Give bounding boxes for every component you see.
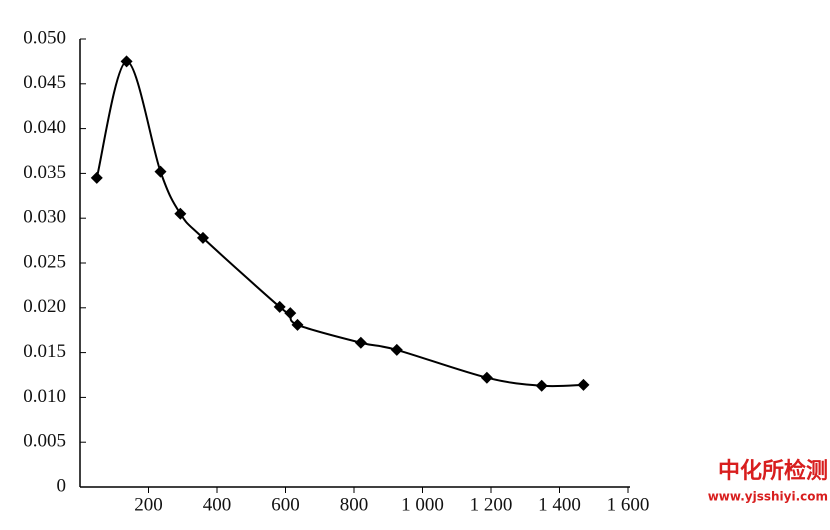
point (577, 378, 590, 391)
y-tick-label: 0.050 (23, 27, 66, 48)
watermark-url: www.yjsshiyi.com (708, 490, 828, 504)
y-tick-label: 0 (57, 475, 67, 496)
watermark: 中化所检测 (718, 458, 828, 484)
x-tick-label: 1 000 (401, 494, 444, 515)
y-tick-label: 0.035 (23, 162, 66, 183)
point (535, 379, 548, 392)
point (291, 318, 304, 331)
x-tick-label: 400 (203, 494, 232, 515)
point (154, 165, 167, 178)
x-tick-label: 800 (340, 494, 369, 515)
y-tick-label: 0.030 (23, 207, 66, 228)
y-tick-label: 0.020 (23, 296, 66, 317)
x-tick-label: 1 200 (470, 494, 513, 515)
point (90, 171, 103, 184)
x-tick-label: 1 400 (538, 494, 581, 515)
point (174, 207, 187, 220)
y-tick-label: 0.010 (23, 386, 66, 407)
y-tick-label: 0.045 (23, 72, 66, 93)
point (390, 343, 403, 356)
y-tick-label: 0.040 (23, 117, 66, 138)
x-tick-label: 600 (271, 494, 300, 515)
y-tick-label: 0.015 (23, 341, 66, 362)
point (284, 307, 297, 320)
y-tick-label: 0.025 (23, 251, 66, 272)
point (273, 300, 286, 313)
point (196, 231, 209, 244)
point (480, 371, 493, 384)
x-tick-label: 200 (134, 494, 163, 515)
curve (95, 60, 584, 388)
point (120, 55, 133, 68)
y-tick-label: 0.005 (23, 431, 66, 452)
x-tick-label: 1 600 (607, 494, 650, 515)
point (354, 336, 367, 349)
